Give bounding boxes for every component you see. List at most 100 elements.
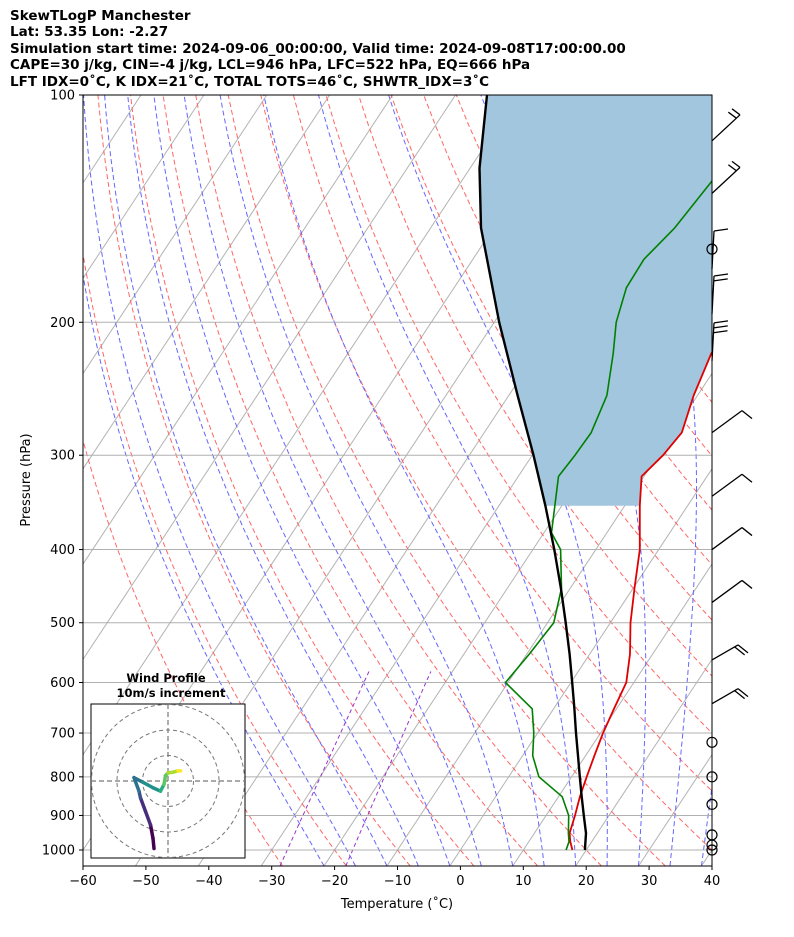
wind-barb-shaft: [711, 579, 743, 603]
y-axis-ticks: 1000 900 800 700 600 500 400 300 200 100: [42, 89, 83, 859]
moist-adiabat-line: [104, 95, 388, 866]
dry-adiabat-line: [130, 95, 475, 866]
wind-barb-feather: [737, 644, 749, 654]
moist-adiabat-line: [153, 95, 451, 866]
dewpoint-line: [504, 179, 712, 851]
mixing-ratio-line: [279, 671, 370, 866]
y-tick-label: 700: [50, 727, 75, 742]
dry-adiabat-line: [782, 95, 794, 866]
wind-profile-inset: Wind Profile 10m/s increment: [90, 671, 246, 859]
wind-barb-feather: [713, 278, 728, 282]
wind-barb-shaft: [711, 322, 715, 361]
calm-wind-circle: [706, 829, 718, 841]
title-times: Simulation start time: 2024-09-06_00:00:…: [10, 40, 626, 57]
isotherm-line: [83, 95, 456, 661]
y-tick-label: 300: [50, 449, 75, 464]
wind-barb-feather: [731, 108, 741, 116]
wind-barb-shaft: [711, 688, 739, 705]
dry-adiabat-line: [83, 250, 347, 866]
isotherm-line: [449, 467, 712, 866]
dry-adiabat-line: [162, 95, 539, 866]
calm-wind-circle: [706, 736, 718, 748]
wind-barb-feather: [741, 410, 753, 420]
x-axis-ticks: −60 −50 −40 −30 −20 −10 0 10 20 30 40: [69, 866, 720, 889]
moist-adiabat-line: [127, 95, 419, 866]
dry-adiabat-line: [717, 95, 794, 866]
x-tick-label: −30: [258, 874, 285, 889]
y-tick-label: 200: [50, 316, 75, 331]
wind-barb-feather: [741, 527, 753, 537]
x-tick-label: −10: [384, 874, 411, 889]
x-axis-label: Temperature (˚C): [340, 896, 453, 912]
y-tick-label: 900: [50, 809, 75, 824]
dry-adiabat-line: [227, 95, 666, 866]
wind-barb-shaft: [711, 114, 741, 142]
x-tick-label: 40: [704, 874, 721, 889]
moist-adiabat-line: [318, 95, 577, 866]
moist-adiabat-line: [263, 95, 545, 866]
mixing-ratio-line: [345, 671, 432, 866]
wind-barb-feather: [741, 473, 753, 483]
wind-barb-shaft: [711, 410, 743, 434]
y-tick-label: 1000: [42, 844, 75, 859]
cape-area: [479, 95, 712, 506]
moist-adiabat-line: [83, 271, 325, 866]
wind-barbs: [706, 108, 753, 856]
isotherm-line: [83, 95, 205, 280]
calm-wind-circle: [706, 844, 718, 856]
x-tick-label: −50: [132, 874, 159, 889]
profile-lines: [478, 95, 712, 851]
dry-adiabat-line: [83, 438, 284, 866]
title-cape: CAPE=30 j/kg, CIN=-4 j/kg, LCL=946 hPa, …: [10, 57, 531, 74]
isotherm-line: [83, 95, 394, 566]
moist-adiabat-line: [183, 95, 482, 866]
wind-barb-feather: [713, 273, 729, 277]
wind-barb-shaft: [711, 275, 715, 315]
title-station: SkewTLogP Manchester: [10, 8, 191, 24]
isotherm-line: [83, 95, 331, 470]
wind-barb-feather: [713, 228, 729, 232]
wind-barb-feather: [734, 690, 746, 700]
calm-wind-circle: [706, 798, 718, 810]
y-tick-label: 500: [50, 616, 75, 631]
isotherm-line: [0, 95, 78, 866]
wind-barb-shaft: [711, 644, 739, 661]
wind-barb-feather: [741, 579, 753, 589]
x-tick-label: 0: [456, 874, 464, 889]
moist-adiabat-line: [219, 95, 514, 866]
moist-adiabat-line: [83, 95, 356, 866]
y-tick-label: 100: [50, 89, 75, 104]
wind-barb-feather: [727, 164, 737, 172]
hodograph-segment: [143, 809, 153, 827]
wind-barb-feather: [713, 320, 729, 324]
dry-adiabat-line: [358, 95, 712, 677]
x-tick-label: −60: [69, 874, 96, 889]
chart-title-block: SkewTLogP Manchester Lat: 53.35 Lon: -2.…: [10, 8, 626, 90]
dry-adiabat-line: [325, 95, 712, 734]
title-indices: LFT IDX=0˚C, K IDX=21˚C, TOTAL TOTS=46˚C…: [10, 73, 490, 90]
x-tick-label: 10: [515, 874, 532, 889]
x-tick-label: −40: [195, 874, 222, 889]
isotherm-line: [83, 95, 268, 375]
title-latlon: Lat: 53.35 Lon: -2.27: [10, 24, 169, 41]
wind-barb-feather: [727, 111, 737, 119]
x-tick-label: 20: [578, 874, 595, 889]
temperature-line: [568, 350, 712, 851]
hodograph-segment: [141, 780, 155, 790]
y-tick-label: 400: [50, 543, 75, 558]
wind-barb-feather: [731, 160, 741, 168]
dry-adiabat-line: [195, 95, 602, 866]
wind-barb-feather: [737, 688, 749, 698]
wind-barb-shaft: [711, 527, 743, 551]
x-tick-label: −20: [321, 874, 348, 889]
calm-wind-circle: [706, 771, 718, 783]
x-tick-label: 30: [641, 874, 658, 889]
wind-barb-feather: [713, 325, 728, 329]
isotherm-line: [83, 95, 519, 756]
wind-barb-feather: [713, 330, 728, 334]
isotherm-line: [575, 658, 712, 866]
y-tick-label: 600: [50, 676, 75, 691]
wind-barb-shaft: [711, 166, 741, 194]
cape-shading: [479, 95, 712, 506]
